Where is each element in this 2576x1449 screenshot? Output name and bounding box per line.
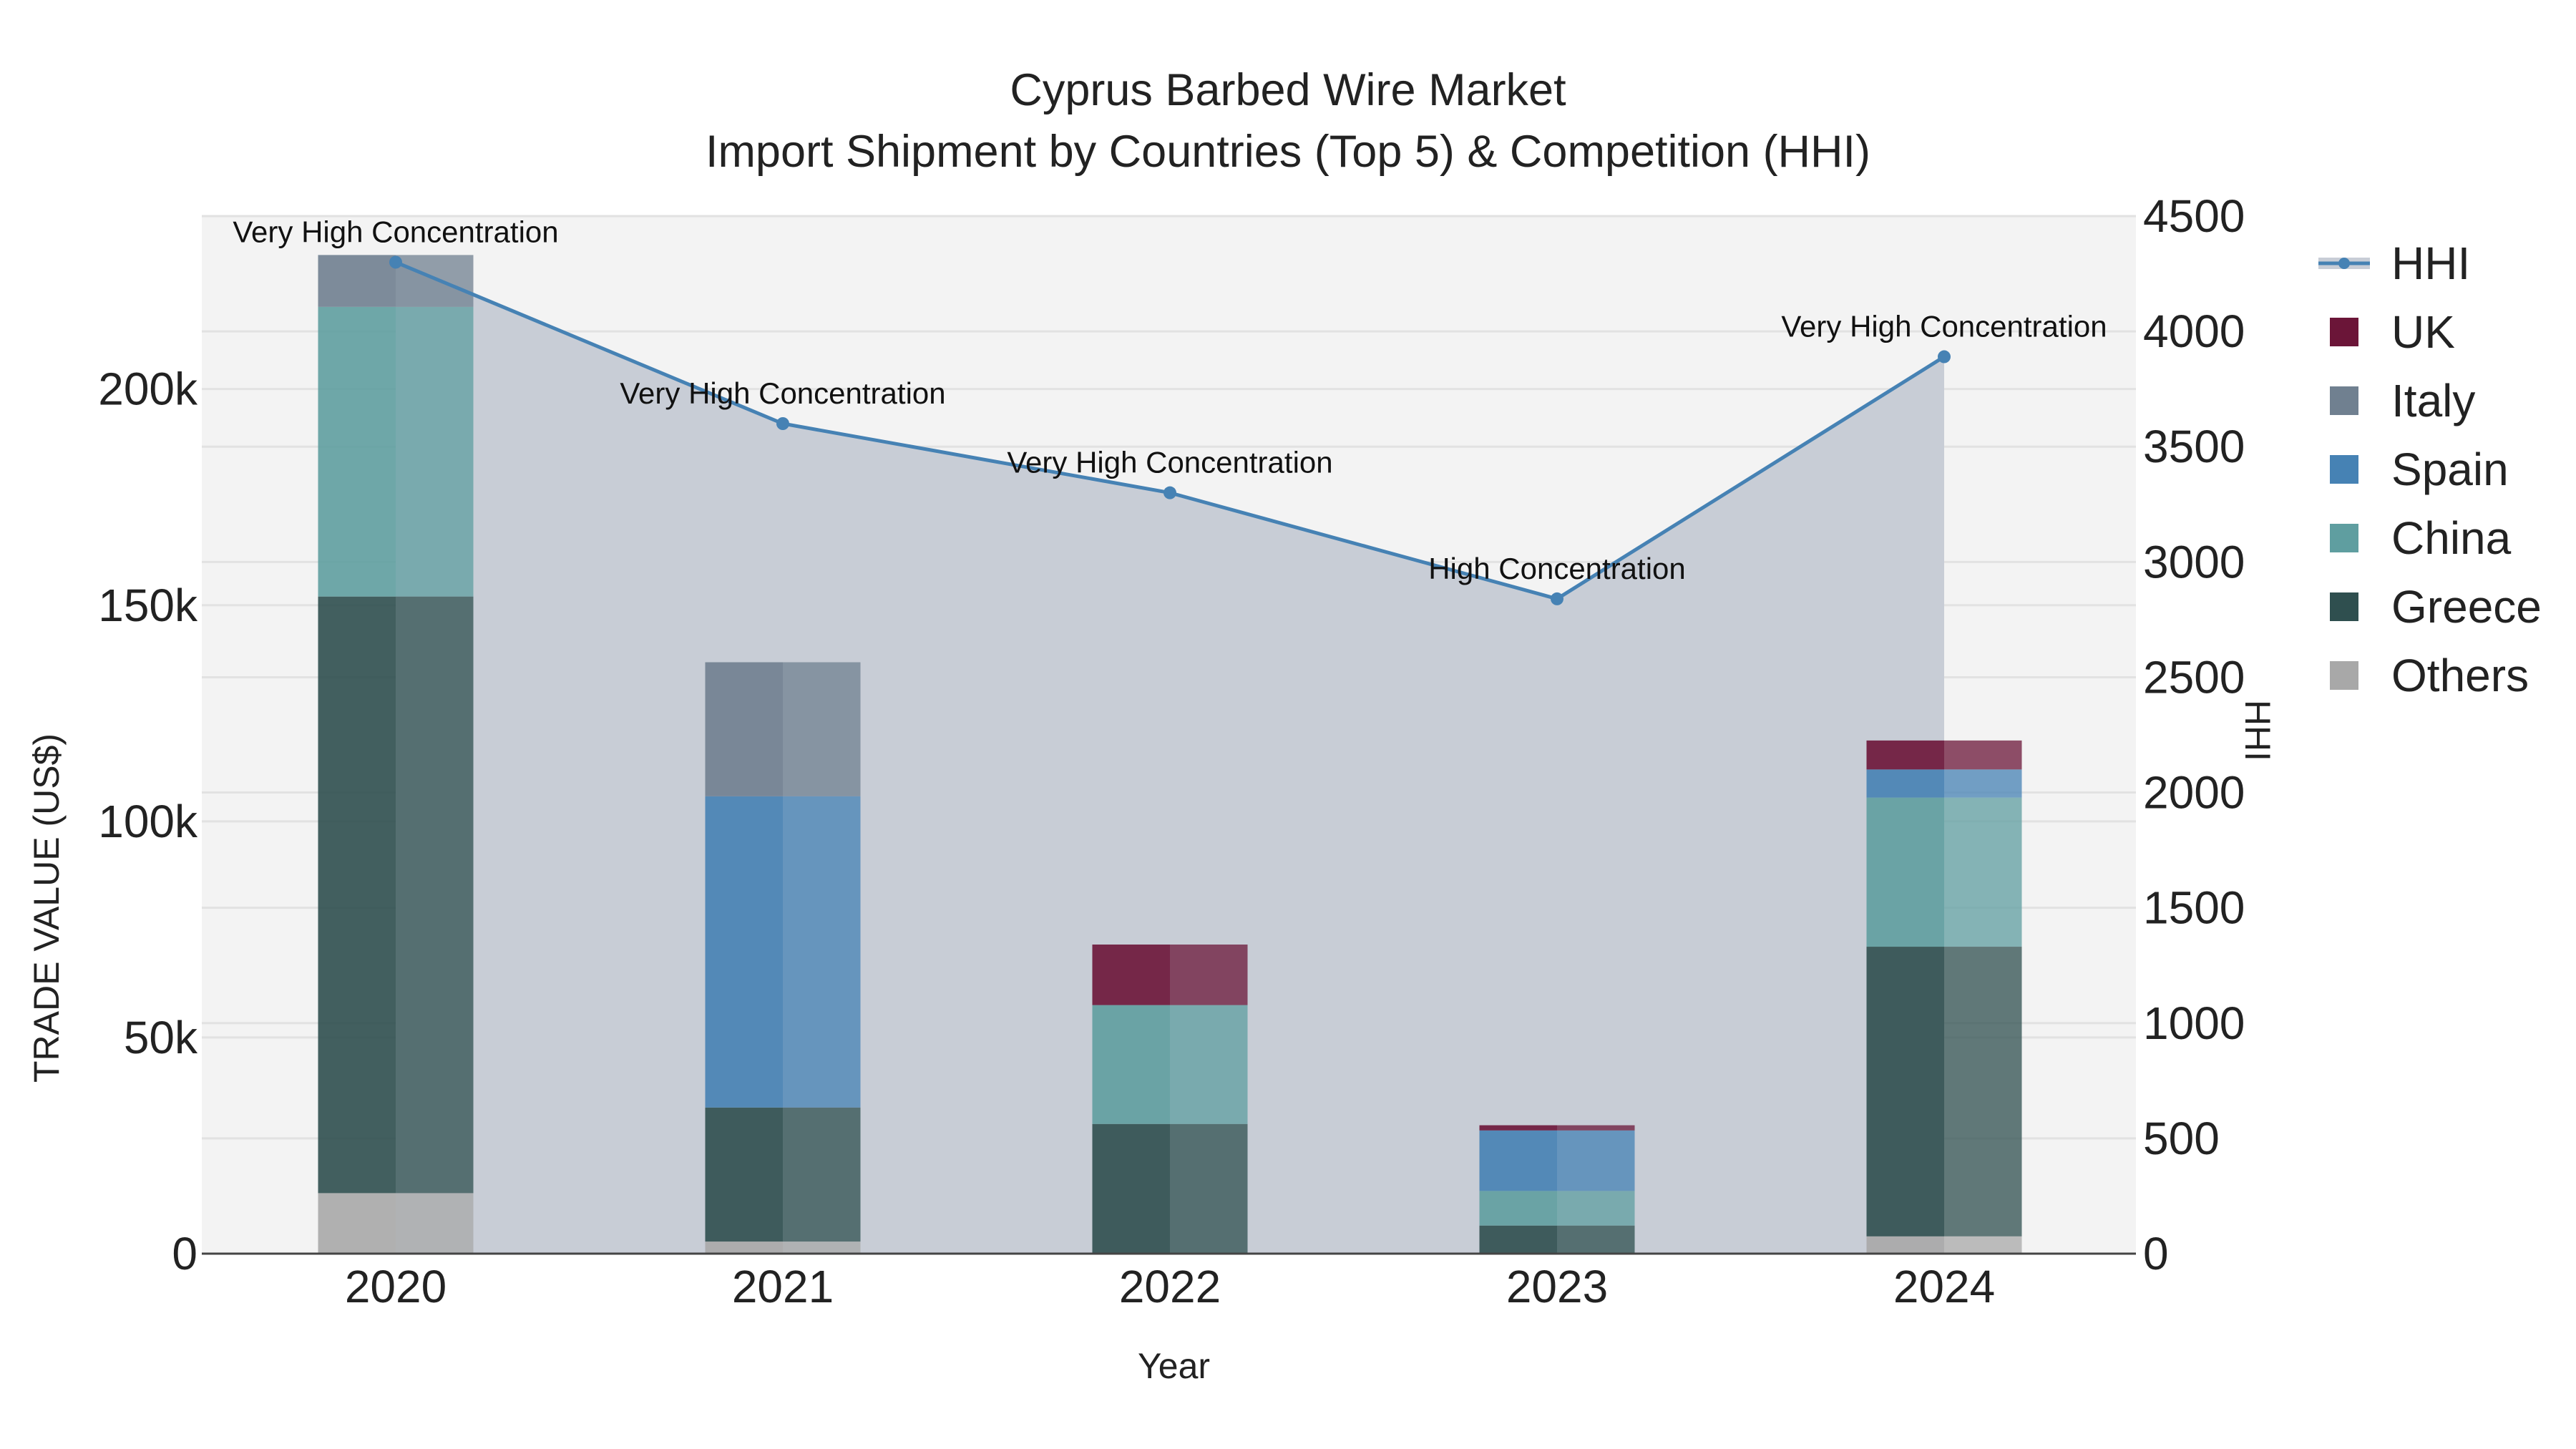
bar-china-2024 (1944, 797, 2022, 947)
y-tick-label: 0 (172, 1228, 197, 1279)
chart-title: Cyprus Barbed Wire Market (1010, 65, 1566, 115)
y-tick-label: 100k (98, 796, 198, 847)
hhi-point-2024 (1938, 350, 1951, 364)
hhi-annotation: High Concentration (1428, 552, 1686, 585)
legend-swatch-icon (2318, 655, 2370, 696)
bar-spain-2024 (1866, 769, 1944, 798)
legend-item-hhi[interactable]: HHI (2318, 229, 2542, 298)
bar-uk-2024 (1944, 740, 2022, 770)
hhi-point-2021 (776, 417, 789, 430)
y2-tick-label: 4000 (2143, 306, 2245, 357)
y2-tick-label: 0 (2143, 1228, 2169, 1279)
y-tick-label: 200k (98, 364, 198, 415)
bar-greece-2024 (1866, 947, 1944, 1236)
bar-others-2021 (783, 1241, 861, 1254)
legend-label: Greece (2391, 581, 2542, 633)
y-tick-label: 150k (98, 580, 198, 631)
bar-china-2022 (1092, 1005, 1170, 1124)
legend-item-italy[interactable]: Italy (2318, 366, 2542, 435)
y2-tick-label: 500 (2143, 1113, 2220, 1164)
y2-tick-label: 2000 (2143, 767, 2245, 819)
hhi-annotation: Very High Concentration (233, 215, 558, 248)
legend-swatch-icon (2318, 381, 2370, 421)
y2-tick-label: 4500 (2143, 190, 2245, 242)
bar-china-2023 (1479, 1191, 1557, 1226)
y2-tick-label: 3000 (2143, 536, 2245, 587)
bar-others-2021 (705, 1241, 783, 1254)
bar-spain-2023 (1557, 1130, 1635, 1191)
legend-label: Others (2391, 650, 2529, 701)
bar-spain-2021 (705, 796, 783, 1108)
bar-italy-2020 (396, 255, 474, 307)
bar-spain-2023 (1479, 1130, 1557, 1191)
bar-greece-2022 (1170, 1123, 1248, 1254)
bar-greece-2023 (1557, 1225, 1635, 1254)
bar-others-2024 (1944, 1236, 2022, 1254)
x-tick-label: 2024 (1893, 1261, 1995, 1312)
bar-greece-2022 (1092, 1123, 1170, 1254)
bar-uk-2022 (1170, 945, 1248, 1005)
bar-italy-2021 (705, 662, 783, 796)
bar-uk-2022 (1092, 945, 1170, 1005)
hhi-annotation: Very High Concentration (1781, 310, 2107, 343)
x-axis-title: Year (1138, 1346, 1211, 1386)
hhi-point-2023 (1551, 592, 1563, 605)
hhi-annotation: Very High Concentration (620, 376, 945, 410)
y2-tick-label: 2500 (2143, 651, 2245, 703)
bar-greece-2023 (1479, 1225, 1557, 1254)
legend-item-spain[interactable]: Spain (2318, 435, 2542, 504)
x-tick-label: 2023 (1506, 1261, 1608, 1312)
legend-label: HHI (2391, 238, 2471, 289)
legend-swatch-icon (2318, 312, 2370, 352)
x-tick-label: 2021 (732, 1261, 834, 1312)
bar-others-2024 (1866, 1236, 1944, 1254)
chart-subtitle: Import Shipment by Countries (Top 5) & C… (705, 127, 1871, 177)
hhi-point-2020 (389, 255, 402, 269)
bar-spain-2021 (783, 796, 861, 1108)
legend-label: UK (2391, 306, 2455, 358)
legend-label: Italy (2391, 375, 2476, 426)
bar-greece-2021 (783, 1107, 861, 1242)
bar-greece-2020 (318, 596, 396, 1194)
bar-italy-2020 (318, 255, 396, 307)
bar-uk-2024 (1866, 740, 1944, 770)
legend-swatch-icon (2318, 587, 2370, 627)
legend-swatch-icon (2318, 518, 2370, 558)
hhi-point-2022 (1163, 486, 1176, 499)
legend: HHI UK Italy Spain China Greece Others (2318, 229, 2542, 710)
y2-tick-label: 1500 (2143, 882, 2245, 934)
y2-axis-title: HHI (2238, 699, 2278, 762)
y2-tick-label: 1000 (2143, 997, 2245, 1049)
x-tick-label: 2022 (1119, 1261, 1221, 1312)
bar-greece-2020 (396, 596, 474, 1194)
legend-label: China (2391, 512, 2512, 564)
bar-uk-2023 (1557, 1125, 1635, 1131)
legend-swatch-icon (2318, 449, 2370, 489)
legend-item-greece[interactable]: Greece (2318, 572, 2542, 641)
bar-others-2020 (318, 1193, 396, 1254)
legend-label: Spain (2391, 444, 2509, 495)
y2-tick-label: 3500 (2143, 421, 2245, 472)
legend-item-others[interactable]: Others (2318, 641, 2542, 710)
bar-china-2020 (396, 306, 474, 597)
bar-others-2020 (396, 1193, 474, 1254)
bar-uk-2023 (1479, 1125, 1557, 1131)
legend-line-icon (2318, 243, 2370, 283)
y-tick-label: 50k (124, 1012, 198, 1063)
bar-greece-2024 (1944, 947, 2022, 1236)
legend-item-china[interactable]: China (2318, 504, 2542, 572)
x-tick-label: 2020 (345, 1261, 447, 1312)
bar-china-2023 (1557, 1191, 1635, 1226)
bar-china-2020 (318, 306, 396, 597)
hhi-annotation: Very High Concentration (1007, 446, 1332, 479)
y-axis-title: TRADE VALUE (US$) (26, 733, 67, 1083)
bar-greece-2021 (705, 1107, 783, 1242)
bar-china-2024 (1866, 797, 1944, 947)
bar-italy-2021 (783, 662, 861, 796)
bar-china-2022 (1170, 1005, 1248, 1124)
bar-spain-2024 (1944, 769, 2022, 798)
legend-item-uk[interactable]: UK (2318, 298, 2542, 366)
